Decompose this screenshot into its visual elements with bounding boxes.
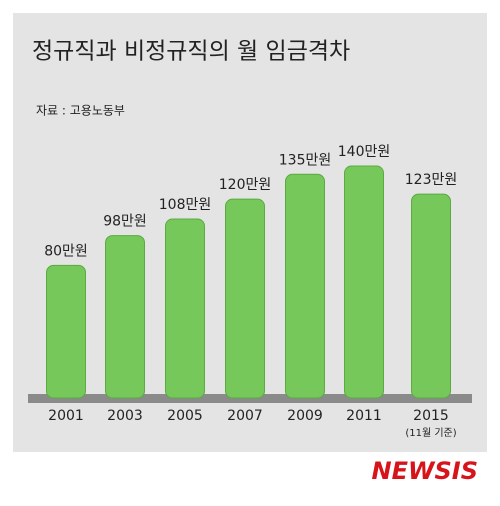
x-tick-label: 2009 — [287, 408, 323, 424]
x-tick-label: 2015 — [413, 408, 449, 424]
value-label: 98만원 — [103, 214, 147, 230]
credit: NEWSIS — [372, 457, 478, 485]
x-tick-label: 2007 — [227, 408, 263, 424]
x-tick-label: 2001 — [48, 408, 84, 424]
bar — [165, 218, 205, 399]
value-label: 108만원 — [159, 197, 211, 213]
value-label: 123만원 — [405, 172, 457, 188]
bar — [46, 264, 86, 399]
bar — [285, 173, 325, 399]
bar — [411, 193, 451, 399]
chart-subtitle: 자료 : 고용노동부 — [36, 104, 125, 118]
bar — [225, 198, 265, 399]
bar — [344, 165, 384, 399]
bar — [105, 235, 145, 399]
x-tick-label: 2011 — [346, 408, 382, 424]
value-label: 80만원 — [44, 243, 88, 259]
value-label: 120만원 — [219, 177, 271, 193]
chart-title: 정규직과 비정규직의 월 임금격차 — [32, 39, 350, 65]
x-tick-label: 2005 — [167, 408, 203, 424]
x-tick-label: 2003 — [107, 408, 143, 424]
value-label: 140만원 — [338, 144, 390, 160]
value-label: 135만원 — [279, 152, 331, 168]
category-note: (11월 기준) — [405, 427, 456, 439]
